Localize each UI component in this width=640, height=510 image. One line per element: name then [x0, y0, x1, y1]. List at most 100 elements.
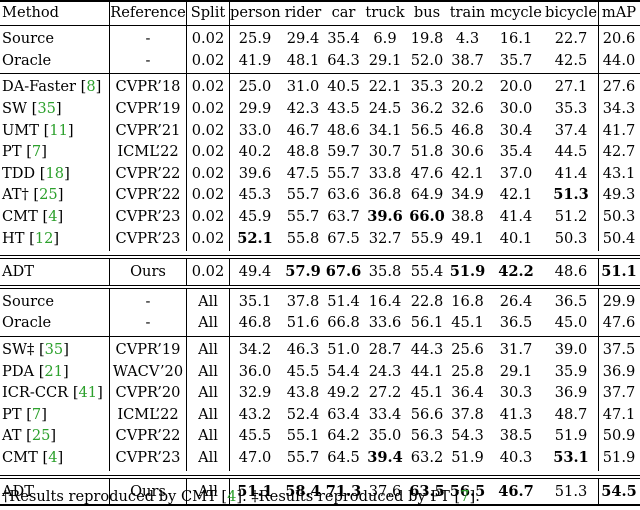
- reference: CVPR’22: [115, 186, 181, 204]
- column-separator: [229, 478, 230, 505]
- score-cell: 25.9: [238, 30, 272, 48]
- citation-link[interactable]: 4: [227, 488, 237, 505]
- score-cell: 30.4: [499, 121, 533, 139]
- citation-link[interactable]: 7: [31, 143, 42, 161]
- reference: CVPR’21: [115, 121, 181, 139]
- score-cell: 31.7: [499, 341, 533, 358]
- score-cell: 40.3: [499, 449, 533, 466]
- split: All: [198, 292, 218, 310]
- score-cell: 51.3: [554, 482, 588, 500]
- score-cell: 64.2: [327, 427, 360, 445]
- score-cell: 55.7: [286, 449, 320, 466]
- score-cell: 51.4: [327, 292, 360, 310]
- citation-link[interactable]: 4: [48, 208, 58, 225]
- score-cell: 46.8: [238, 314, 272, 332]
- score-cell: 42.3: [286, 100, 320, 117]
- reference: CVPR’19: [115, 100, 181, 117]
- score-cell: 48.6: [554, 263, 588, 281]
- score-cell: 53.1: [553, 449, 589, 466]
- score-cell: 37.8: [286, 292, 320, 310]
- reference: CVPR’23: [115, 449, 181, 466]
- citation-link[interactable]: 4: [48, 449, 58, 466]
- citation-link[interactable]: 35: [37, 100, 56, 117]
- score-cell: 28.7: [368, 341, 402, 358]
- column-separator: [186, 26, 187, 74]
- score-cell: 30.7: [368, 143, 402, 161]
- score-cell: 39.0: [554, 341, 588, 358]
- method-name: ADT: [2, 482, 34, 500]
- score-cell: 22.1: [368, 78, 402, 96]
- score-cell: 64.3: [327, 51, 360, 69]
- score-cell: 32.9: [238, 384, 272, 402]
- score-cell: 29.1: [368, 51, 402, 69]
- score-cell: 47.6: [410, 164, 444, 182]
- method-name: PDA [21]: [2, 362, 69, 380]
- score-cell: 51.9: [554, 427, 588, 445]
- score-cell: 55.9: [410, 229, 444, 247]
- column-header: Reference: [110, 3, 186, 21]
- split: 0.02: [191, 229, 225, 247]
- score-cell: 50.3: [602, 208, 636, 225]
- score-cell: 49.2: [327, 384, 360, 402]
- citation-link[interactable]: 7: [31, 405, 42, 423]
- reference: Ours: [130, 482, 166, 500]
- citation-link[interactable]: 25: [31, 427, 51, 445]
- score-cell: 67.6: [325, 263, 362, 281]
- score-cell: 56.3: [410, 427, 444, 445]
- score-cell: 36.4: [451, 384, 484, 402]
- column-separator: [598, 1, 599, 26]
- score-cell: 54.5: [601, 482, 637, 500]
- column-header: Method: [2, 3, 59, 21]
- table-rule: [0, 73, 640, 75]
- column-separator: [109, 259, 110, 285]
- score-cell: 41.4: [554, 164, 588, 182]
- table-rule: [0, 336, 640, 337]
- score-cell: 52.1: [237, 229, 273, 247]
- reference: -: [145, 292, 151, 310]
- column-header: bicycle: [545, 3, 597, 21]
- score-cell: 51.8: [410, 143, 444, 161]
- reference: CVPR’23: [115, 208, 181, 225]
- score-cell: 45.5: [286, 362, 320, 380]
- method-name: SW‡ [35]: [2, 341, 69, 358]
- score-cell: 55.1: [286, 427, 320, 445]
- reference: CVPR’18: [115, 78, 181, 96]
- score-cell: 49.1: [451, 229, 484, 247]
- score-cell: 34.9: [451, 186, 484, 204]
- footnote-text: ].: [469, 488, 480, 505]
- score-cell: 16.1: [499, 30, 533, 48]
- score-cell: 33.0: [238, 121, 272, 139]
- score-cell: 41.4: [499, 208, 533, 225]
- score-cell: 34.2: [238, 341, 272, 358]
- score-cell: 41.3: [499, 405, 533, 423]
- citation-link[interactable]: 8: [86, 78, 96, 96]
- column-separator: [186, 337, 187, 471]
- table-rule: [0, 25, 640, 27]
- citation-link[interactable]: 35: [44, 341, 64, 358]
- citation-link[interactable]: 12: [34, 229, 54, 247]
- score-cell: 51.0: [327, 341, 360, 358]
- score-cell: 20.6: [602, 30, 636, 48]
- score-cell: 30.3: [499, 384, 533, 402]
- score-cell: 35.9: [554, 362, 588, 380]
- score-cell: 35.3: [554, 100, 588, 117]
- citation-link[interactable]: 25: [39, 186, 58, 204]
- citation-link[interactable]: 18: [45, 164, 65, 182]
- column-separator: [109, 1, 110, 26]
- method-name: HT [12]: [2, 229, 60, 247]
- score-cell: 64.9: [410, 186, 444, 204]
- footnote-text: †Results reproduced by CMT [: [2, 488, 228, 505]
- score-cell: 36.8: [368, 186, 402, 204]
- score-cell: 54.3: [451, 427, 484, 445]
- citation-link[interactable]: 21: [44, 362, 63, 380]
- column-header: car: [331, 3, 356, 21]
- citation-link[interactable]: 11: [49, 121, 68, 139]
- score-cell: 59.7: [327, 143, 360, 161]
- column-separator: [598, 288, 599, 336]
- method-name: CMT [4]: [2, 449, 64, 466]
- citation-link[interactable]: 7: [460, 488, 470, 505]
- table-rule: [0, 477, 640, 479]
- split: 0.02: [191, 121, 225, 139]
- citation-link[interactable]: 41: [78, 384, 98, 402]
- method-name: AT [25]: [2, 427, 57, 445]
